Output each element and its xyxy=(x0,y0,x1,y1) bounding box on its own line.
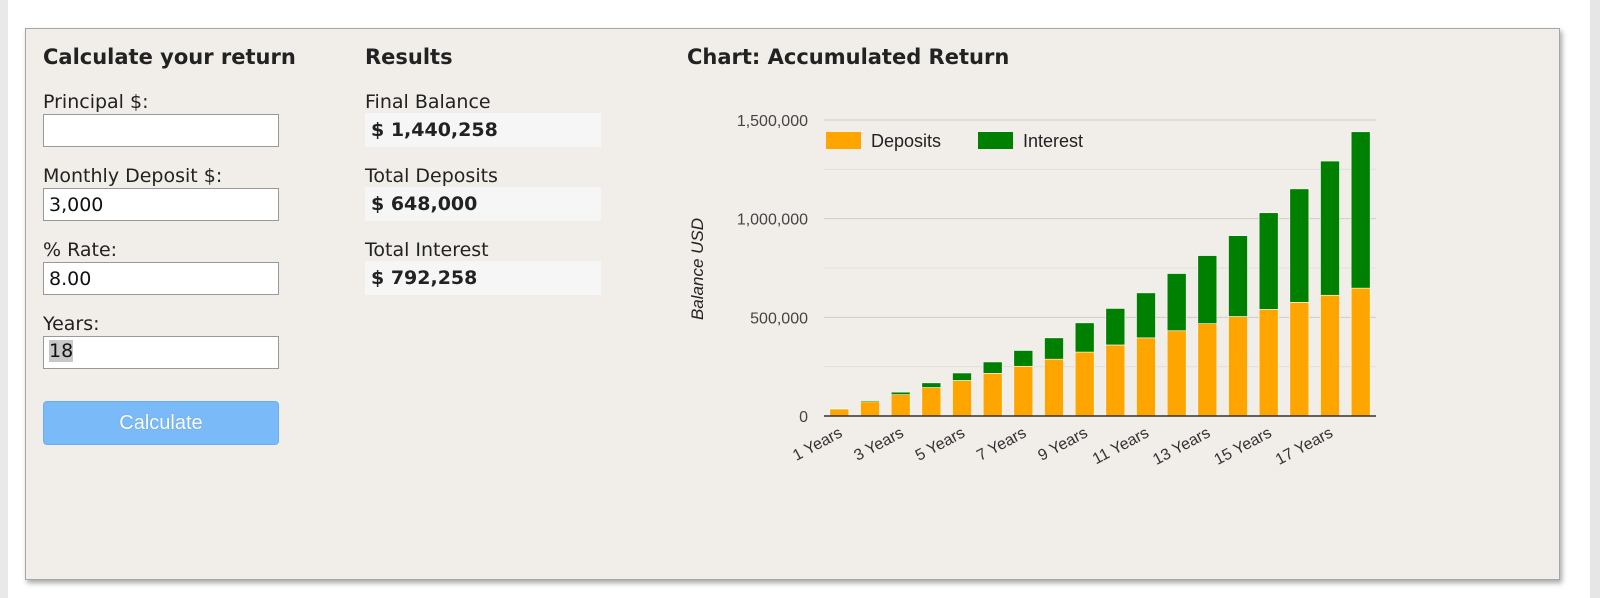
results-title: Results xyxy=(365,45,453,69)
accumulated-return-chart: 0 500,000 1,000,000 1,500,000 1 Years 3 Year… xyxy=(688,113,1376,469)
bar-deposits xyxy=(1228,316,1248,417)
principal-input[interactable] xyxy=(43,114,279,147)
years-input[interactable]: 18 xyxy=(43,336,279,369)
bar-interest xyxy=(1350,131,1371,289)
bar-interest xyxy=(952,372,972,381)
total-deposits-label: Total Deposits xyxy=(365,165,498,187)
bar-interest xyxy=(1289,188,1310,303)
scrollbar-track[interactable] xyxy=(1590,0,1600,598)
x-tick-label: 11 Years xyxy=(1090,425,1152,469)
final-balance-value: $ 1,440,258 xyxy=(365,113,601,147)
bar-deposits xyxy=(1166,330,1187,417)
bar-deposits xyxy=(860,401,880,417)
bar-deposits xyxy=(1013,365,1034,417)
legend-swatch-deposits xyxy=(826,132,861,149)
y-tick-label: 500,000 xyxy=(750,310,808,327)
bar-interest xyxy=(1013,350,1034,367)
chart-title: Chart: Accumulated Return xyxy=(687,45,1010,69)
x-tick-label: 7 Years xyxy=(974,425,1029,465)
bar-interest xyxy=(1228,235,1248,317)
y-tick-label: 0 xyxy=(799,409,808,426)
bar-deposits xyxy=(890,394,911,417)
rate-label: % Rate: xyxy=(43,239,118,261)
x-tick-label: 15 Years xyxy=(1212,425,1275,469)
bar-interest xyxy=(1105,308,1126,346)
bar-deposits xyxy=(1320,294,1340,417)
rate-input[interactable] xyxy=(43,262,279,295)
y-tick-label: 1,000,000 xyxy=(737,212,808,229)
x-axis-tick-labels: 1 Years 3 Years 5 Years 7 Years 9 Years 11 Ye… xyxy=(790,425,1336,469)
bar-interest xyxy=(982,361,1003,374)
legend-label-deposits: Deposits xyxy=(871,131,941,151)
bar-interest xyxy=(860,400,880,403)
legend-swatch-interest xyxy=(978,132,1013,149)
total-interest-value: $ 792,258 xyxy=(365,261,601,295)
x-tick-label: 9 Years xyxy=(1035,425,1090,465)
bar-interest xyxy=(1197,255,1218,324)
legend-label-interest: Interest xyxy=(1023,131,1083,151)
calculator-panel: Calculate your return Principal $: Month… xyxy=(25,28,1560,580)
bar-deposits xyxy=(1289,302,1310,417)
monthly-deposit-label: Monthly Deposit $: xyxy=(43,165,223,187)
years-label: Years: xyxy=(43,313,100,335)
bar-interest xyxy=(890,391,911,395)
x-tick-label: 3 Years xyxy=(851,425,906,465)
bar-interest xyxy=(1074,322,1095,353)
bar-deposits xyxy=(1074,351,1095,417)
bar-deposits xyxy=(952,380,972,417)
chart-bars xyxy=(829,131,1371,417)
bar-deposits xyxy=(1350,287,1371,417)
x-tick-label: 17 Years xyxy=(1273,425,1336,469)
total-deposits-value: $ 648,000 xyxy=(365,187,601,221)
bar-deposits xyxy=(1136,337,1156,417)
bar-deposits xyxy=(921,387,942,417)
bar-deposits xyxy=(982,373,1003,417)
y-tick-label: 1,500,000 xyxy=(737,113,808,130)
chart-gridlines xyxy=(824,119,1376,368)
bar-interest xyxy=(1166,273,1187,332)
bar-deposits xyxy=(1044,358,1064,417)
bar-interest xyxy=(921,382,942,388)
x-tick-label: 1 Years xyxy=(790,425,845,465)
x-tick-label: 13 Years xyxy=(1150,425,1213,469)
bar-interest xyxy=(1258,212,1279,310)
calculate-button[interactable]: Calculate xyxy=(43,401,279,445)
bar-deposits xyxy=(1258,309,1279,417)
bar-deposits xyxy=(829,408,850,417)
principal-label: Principal $: xyxy=(43,91,149,113)
bar-deposits xyxy=(1105,344,1126,417)
bar-interest xyxy=(1136,292,1156,339)
calculator-title: Calculate your return xyxy=(43,45,296,69)
bar-interest xyxy=(1044,337,1064,360)
monthly-deposit-input[interactable] xyxy=(43,188,279,221)
y-axis-title: Balance USD xyxy=(688,218,707,320)
y-axis-tick-labels: 0 500,000 1,000,000 1,500,000 xyxy=(737,113,808,426)
x-tick-label: 5 Years xyxy=(913,425,968,465)
chart-legend[interactable]: Deposits Interest xyxy=(826,131,1083,151)
bar-interest xyxy=(1320,160,1340,296)
years-input-selected-text: 18 xyxy=(49,340,74,362)
total-interest-label: Total Interest xyxy=(365,239,489,261)
final-balance-label: Final Balance xyxy=(365,91,491,113)
window-edge-left xyxy=(0,0,8,598)
bar-deposits xyxy=(1197,323,1218,417)
